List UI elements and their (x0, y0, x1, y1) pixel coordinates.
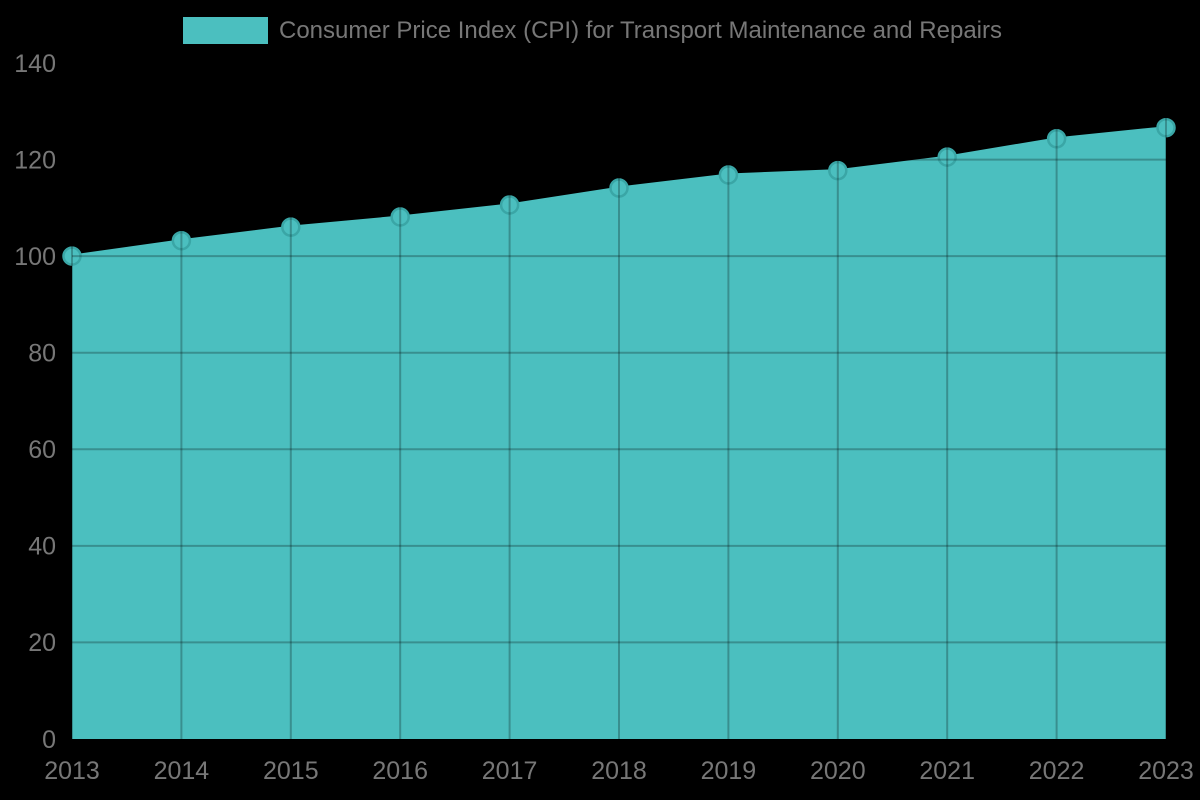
x-tick-label-2016: 2016 (372, 757, 428, 785)
data-point-marker-2023[interactable] (1156, 117, 1176, 138)
data-point-marker-2021[interactable] (937, 147, 957, 167)
x-tick-label-2019: 2019 (701, 757, 757, 785)
data-point-marker-2016[interactable] (390, 207, 410, 227)
y-tick-label-120: 120 (14, 146, 56, 174)
y-tick-label-140: 140 (14, 50, 56, 78)
y-tick-label-100: 100 (14, 243, 56, 271)
data-point-marker-2015[interactable] (281, 217, 301, 237)
x-tick-label-2014: 2014 (154, 757, 210, 785)
data-point-marker-2013[interactable] (62, 246, 82, 266)
data-point-marker-2018[interactable] (609, 178, 629, 198)
x-tick-label-2015: 2015 (263, 757, 319, 785)
legend-label: Consumer Price Index (CPI) for Transport… (279, 17, 1002, 44)
x-tick-label-2018: 2018 (591, 757, 647, 785)
data-point-marker-2022[interactable] (1046, 129, 1067, 149)
x-tick-label-2020: 2020 (810, 757, 866, 785)
data-point-marker-2020[interactable] (828, 160, 848, 181)
series-area-fill (72, 127, 1166, 739)
x-tick-label-2017: 2017 (482, 757, 538, 785)
x-tick-label-2023: 2023 (1138, 757, 1194, 785)
y-tick-label-20: 20 (28, 629, 56, 657)
y-tick-label-80: 80 (28, 339, 56, 367)
y-tick-label-60: 60 (28, 436, 56, 464)
legend[interactable]: Consumer Price Index (CPI) for Transport… (183, 17, 1002, 44)
x-tick-label-2021: 2021 (919, 757, 975, 785)
x-tick-label-2013: 2013 (44, 757, 100, 785)
x-tick-label-2022: 2022 (1029, 757, 1085, 785)
y-tick-label-40: 40 (28, 533, 56, 561)
data-point-marker-2019[interactable] (718, 165, 739, 185)
y-tick-label-0: 0 (42, 726, 56, 754)
legend-swatch-icon (183, 17, 268, 44)
data-point-marker-2014[interactable] (171, 230, 192, 251)
data-point-marker-2017[interactable] (499, 195, 520, 215)
